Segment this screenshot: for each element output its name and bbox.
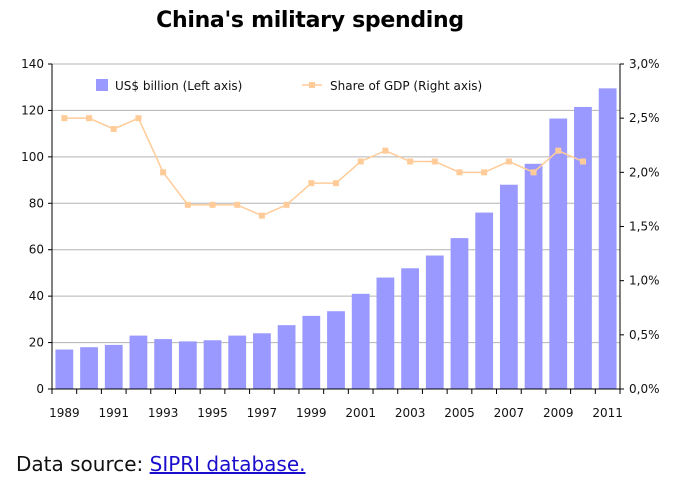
bar — [425, 255, 444, 389]
right-axis-tick-label: 1,0% — [629, 274, 660, 288]
share-of-gdp-marker — [357, 158, 364, 165]
left-axis-tick-label: 100 — [21, 150, 44, 164]
x-axis-tick-label: 1999 — [296, 406, 327, 420]
bar — [104, 344, 123, 389]
x-axis-tick-label: 1997 — [247, 406, 278, 420]
bar — [598, 88, 617, 389]
left-axis-tick-label: 120 — [21, 103, 44, 117]
share-of-gdp-marker — [308, 180, 315, 187]
share-of-gdp-marker — [456, 169, 463, 176]
legend-swatch-bars — [96, 79, 108, 91]
left-axis-tick-label: 40 — [29, 289, 44, 303]
x-axis-tick-label: 1989 — [49, 406, 80, 420]
x-axis-tick-label: 2011 — [592, 406, 623, 420]
left-axis-tick-label: 20 — [29, 336, 44, 350]
legend-swatch-marker — [309, 82, 315, 88]
line-series — [61, 115, 586, 219]
bar — [203, 340, 222, 389]
share-of-gdp-marker — [86, 115, 93, 122]
x-axis-tick-label: 2007 — [494, 406, 525, 420]
share-of-gdp-marker — [505, 158, 512, 165]
left-axis-tick-label: 0 — [36, 382, 44, 396]
x-axis-tick-label: 2001 — [345, 406, 376, 420]
x-axis-tick-label: 1995 — [197, 406, 228, 420]
legend-label-line: Share of GDP (Right axis) — [330, 79, 482, 93]
chart-canvas: 0 20 40 60 80 100 120 140 0,0% 0,5% 1,0% 1,5% 2,0% 2,… — [21, 57, 659, 420]
data-source-note: Data source: SIPRI database. — [16, 452, 306, 476]
share-of-gdp-marker — [407, 158, 414, 165]
left-axis-tick-label: 60 — [29, 243, 44, 257]
x-axis-tick-label: 2009 — [543, 406, 574, 420]
x-axis-tick-label: 2003 — [395, 406, 426, 420]
share-of-gdp-marker — [333, 180, 339, 187]
legend: US$ billion (Left axis) Share of GDP (Rig… — [96, 79, 482, 93]
share-of-gdp-marker — [579, 158, 586, 165]
bar — [351, 293, 370, 389]
share-of-gdp-marker — [481, 169, 488, 176]
bar — [450, 238, 469, 389]
share-of-gdp-marker — [530, 169, 537, 176]
share-of-gdp-marker — [184, 201, 191, 208]
x-axis-tick-label: 2005 — [444, 406, 475, 420]
right-axis-tick-label: 1,5% — [629, 220, 660, 234]
bar — [499, 184, 518, 389]
share-of-gdp-marker — [555, 147, 562, 154]
data-source-prefix: Data source: — [16, 452, 150, 476]
share-of-gdp-marker — [283, 201, 290, 208]
bar — [376, 277, 395, 389]
bar — [549, 118, 568, 389]
share-of-gdp-marker — [209, 201, 216, 208]
chart-title: China's military spending — [156, 8, 464, 33]
bar — [80, 347, 98, 389]
right-axis-tick-label: 3,0% — [629, 57, 660, 71]
bar — [228, 335, 247, 389]
bar — [401, 268, 419, 389]
x-axis-tick-label: 1993 — [148, 406, 179, 420]
bar — [154, 339, 173, 389]
right-axis-tick-label: 2,0% — [629, 165, 660, 179]
bar — [277, 325, 296, 389]
bar — [524, 163, 543, 389]
bar — [327, 311, 345, 389]
x-axis-tick-label: 1991 — [98, 406, 129, 420]
bar — [475, 212, 494, 389]
share-of-gdp-marker — [135, 115, 142, 122]
left-axis-tick-label: 140 — [21, 57, 44, 71]
right-axis-tick-label: 0,0% — [629, 382, 660, 396]
share-of-gdp-marker — [382, 147, 389, 154]
bar — [178, 341, 197, 389]
bar — [574, 106, 592, 390]
bar — [55, 349, 74, 389]
left-axis-tick-label: 80 — [29, 196, 44, 210]
share-of-gdp-marker — [234, 201, 241, 208]
axes: 0 20 40 60 80 100 120 140 0,0% 0,5% 1,0% 1,5% 2,0% 2,… — [21, 57, 659, 420]
share-of-gdp-line — [64, 117, 584, 217]
bar-series — [55, 88, 617, 390]
bar — [302, 315, 321, 389]
share-of-gdp-marker — [431, 158, 438, 165]
bar — [253, 333, 271, 389]
sipri-database-link[interactable]: SIPRI database. — [149, 452, 306, 476]
legend-label-bars: US$ billion (Left axis) — [115, 79, 242, 93]
share-of-gdp-marker — [61, 115, 68, 122]
share-of-gdp-marker — [160, 169, 167, 176]
right-axis-tick-label: 0,5% — [629, 328, 660, 342]
bar — [129, 335, 148, 389]
share-of-gdp-marker — [258, 212, 265, 219]
share-of-gdp-marker — [110, 126, 117, 132]
right-axis-tick-label: 2,5% — [629, 111, 660, 125]
